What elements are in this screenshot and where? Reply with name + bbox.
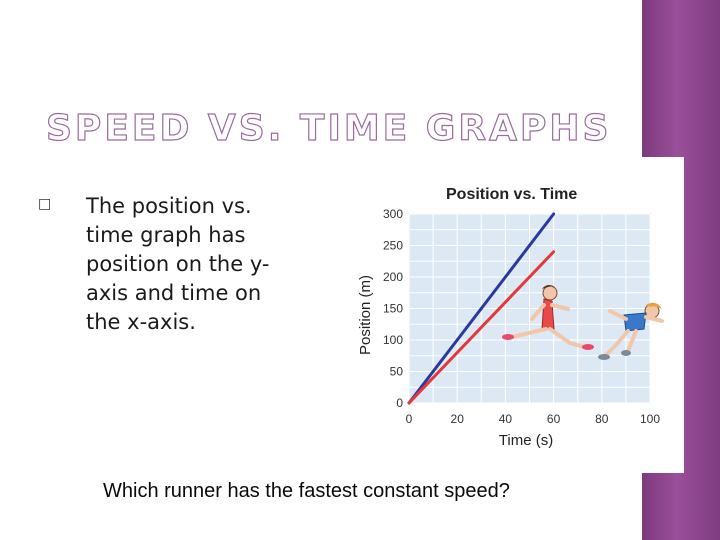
x-tick-label: 80 bbox=[595, 412, 609, 426]
position-time-chart: 0 20 40 60 80 100 0 50 100 150 200 250 300 bbox=[357, 186, 664, 449]
x-axis-label: Time (s) bbox=[499, 432, 553, 449]
y-tick-label: 200 bbox=[383, 270, 403, 284]
y-axis-label: Position (m) bbox=[357, 275, 374, 355]
x-tick-label: 40 bbox=[499, 412, 513, 426]
y-tick-label: 300 bbox=[383, 207, 403, 221]
chart-title: Position vs. Time bbox=[446, 186, 577, 203]
question-text: Which runner has the fastest constant sp… bbox=[103, 480, 510, 502]
x-tick-label: 60 bbox=[547, 412, 561, 426]
two-runners-icon bbox=[502, 285, 664, 360]
body-text: The position vs. time graph has position… bbox=[86, 194, 270, 334]
y-tick-label: 100 bbox=[383, 333, 403, 347]
y-tick-label: 50 bbox=[390, 365, 404, 379]
y-tick-label: 150 bbox=[383, 302, 403, 316]
bullet-icon: □ bbox=[38, 196, 52, 212]
y-tick-label: 250 bbox=[383, 239, 403, 253]
series-line-2 bbox=[407, 250, 556, 405]
slide-title: SPEED VS. TIME GRAPHS bbox=[45, 107, 612, 149]
x-tick-label: 0 bbox=[406, 412, 413, 426]
x-tick-label: 20 bbox=[451, 412, 465, 426]
x-tick-label: 100 bbox=[640, 412, 660, 426]
chart-panel: 0 20 40 60 80 100 0 50 100 150 200 250 300 bbox=[342, 157, 684, 473]
y-tick-label: 0 bbox=[396, 396, 403, 410]
series-line-1 bbox=[407, 212, 556, 405]
